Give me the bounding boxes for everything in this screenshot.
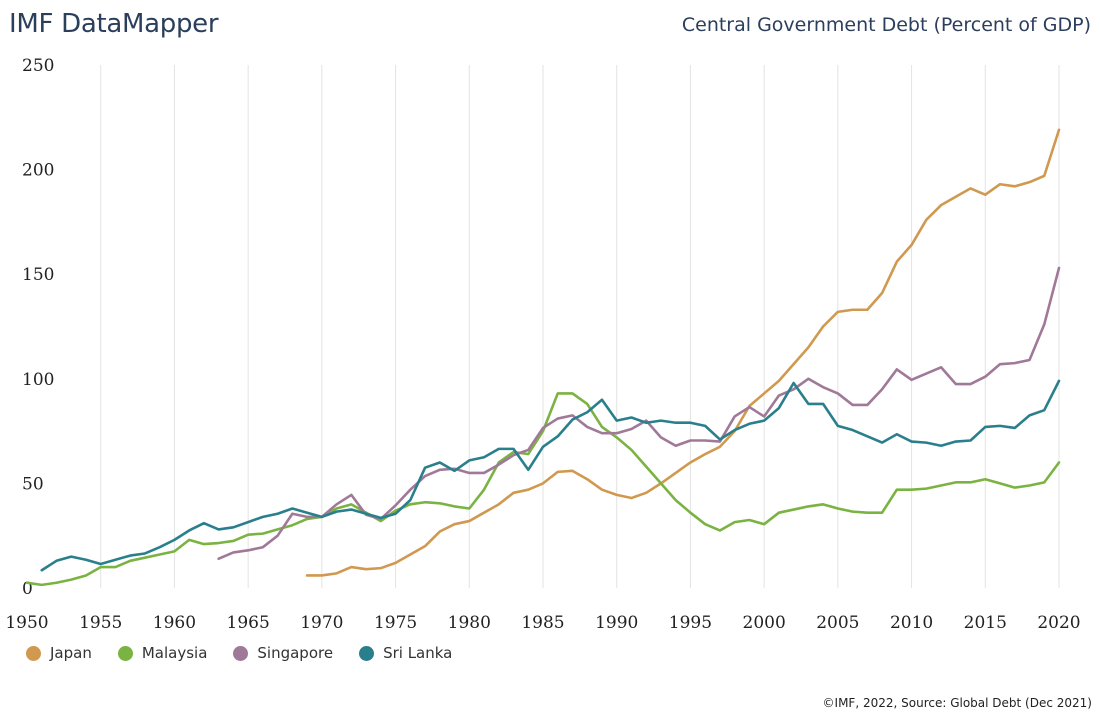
- brand-logo-text: IMF DataMapper: [9, 9, 219, 39]
- x-tick-label-1970: 1970: [300, 613, 343, 633]
- series-lines[interactable]: [25, 128, 1061, 587]
- x-tick-label-1990: 1990: [595, 613, 638, 633]
- x-tick-label-2000: 2000: [743, 613, 786, 633]
- series-line-sri-lanka[interactable]: [40, 379, 1061, 572]
- legend-item-singapore[interactable]: Singapore: [233, 644, 333, 662]
- legend-item-malaysia[interactable]: Malaysia: [117, 644, 208, 662]
- series-line-singapore[interactable]: [217, 266, 1061, 561]
- x-tick-label-1965: 1965: [227, 613, 270, 633]
- axes: 1950 1955 1960 1965 1970 1975 1980 1985 1990 1995…: [5, 56, 1080, 633]
- y-tick-label-50: 50: [22, 474, 44, 494]
- legend-item-japan[interactable]: Japan: [26, 644, 92, 662]
- x-tick-label-2010: 2010: [890, 613, 933, 633]
- x-tick-label-1955: 1955: [79, 613, 122, 633]
- y-tick-label-100: 100: [22, 370, 54, 390]
- legend-label: Malaysia: [141, 644, 208, 662]
- legend-swatch-icon: [26, 645, 41, 661]
- source-credit: ©IMF, 2022, Source: Global Debt (Dec 202…: [822, 696, 1092, 710]
- y-tick-label-200: 200: [22, 161, 54, 181]
- legend-label: Japan: [50, 644, 92, 662]
- x-tick-label-1995: 1995: [669, 613, 712, 633]
- y-tick-label-0: 0: [22, 579, 33, 599]
- grid-lines: [100, 65, 1060, 588]
- legend-label: Singapore: [257, 644, 334, 662]
- series-line-japan[interactable]: [305, 128, 1061, 577]
- x-tick-label-2020: 2020: [1037, 613, 1080, 633]
- x-tick-label-1980: 1980: [448, 613, 491, 633]
- legend-swatch-icon: [117, 645, 133, 661]
- x-tick-label-1985: 1985: [521, 613, 564, 633]
- y-tick-label-250: 250: [22, 56, 54, 76]
- series-line-malaysia[interactable]: [25, 392, 1061, 587]
- x-tick-label-2005: 2005: [816, 613, 859, 633]
- legend-item-sri-lanka[interactable]: Sri Lanka: [359, 644, 452, 662]
- x-tick-label-1975: 1975: [374, 613, 417, 633]
- chart-title: Central Government Debt (Percent of GDP): [681, 14, 1091, 36]
- x-tick-label-1960: 1960: [153, 613, 196, 633]
- x-tick-label-1950: 1950: [5, 613, 48, 633]
- y-tick-label-150: 150: [22, 265, 54, 285]
- x-tick-label-2015: 2015: [964, 613, 1007, 633]
- legend: Japan Malaysia Singapore Sri Lanka: [26, 644, 452, 662]
- legend-swatch-icon: [359, 645, 375, 661]
- legend-label: Sri Lanka: [383, 644, 453, 662]
- legend-swatch-icon: [233, 645, 249, 661]
